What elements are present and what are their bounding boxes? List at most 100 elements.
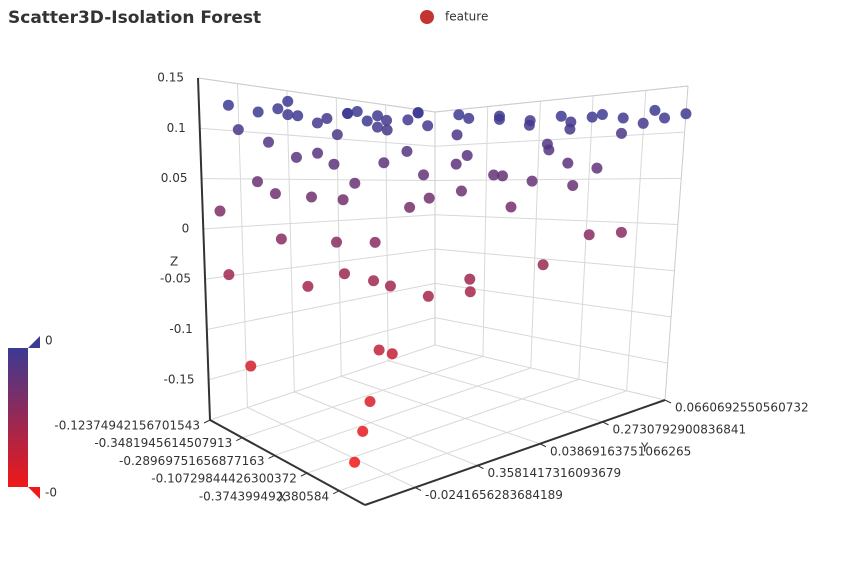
y-tick-label: -0.0241656283684189 [425,488,563,502]
grid-line [434,248,675,272]
data-point [381,124,393,136]
data-point [422,290,434,302]
data-point [361,115,373,127]
data-point [596,108,608,120]
data-point [282,95,294,107]
grid-line [203,214,436,230]
data-point [349,456,361,468]
data-point [505,201,517,213]
grid-line [206,282,436,330]
data-point [306,191,318,203]
data-point [649,104,661,116]
z-tick-label: -0.15 [164,372,195,386]
data-point [311,117,323,129]
z-tick-label: 0.15 [157,71,184,85]
data-point [378,157,390,169]
grid-line [626,90,647,391]
grid-line [201,178,436,182]
data-point [680,108,692,120]
data-point [328,158,340,170]
y-tick-label: 0.3581417316093679 [488,466,622,480]
box-edge [434,85,689,113]
data-point [404,201,416,213]
data-point [523,119,535,131]
visual-map-label: 0 [45,334,53,348]
data-point [252,106,264,118]
data-point [222,99,234,111]
x-axis-label: X [278,491,286,505]
box-edge [197,77,436,113]
data-point [464,273,476,285]
data-point [423,192,435,204]
x-axis-line [209,419,366,506]
legend-label[interactable]: feature [445,10,488,24]
data-point [351,106,363,118]
data-point [321,112,333,124]
grid-line [204,248,436,280]
data-point [451,129,463,141]
chart-title: Scatter3D-Isolation Forest [8,8,261,28]
grid-line [385,104,389,361]
data-point [371,121,383,133]
grid-line [341,375,541,445]
data-point [562,157,574,169]
grid-line [434,177,682,182]
data-point [541,138,553,150]
tick-mark [664,399,672,404]
data-point [537,259,549,271]
data-point [453,109,465,121]
data-point [461,150,473,162]
data-point [493,110,505,122]
data-point [555,110,567,122]
grid-line [209,344,436,421]
data-point [564,123,576,135]
z-tick-label: -0.1 [169,322,192,336]
data-point [342,107,354,119]
x-tick-label: -0.12374942156701543 [54,419,200,433]
y-tick-label: 0.0660692550560732 [675,401,809,415]
z-tick-label: 0 [182,221,190,235]
z-tick-label: -0.05 [160,272,191,286]
legend-marker[interactable] [420,10,434,24]
grid-line [530,101,541,368]
data-point [591,162,603,174]
x-tick-label: -0.3481945614507913 [94,436,232,450]
data-point [615,226,627,238]
y-tick-label: 0.2730792900836841 [613,422,747,436]
grid-line [294,391,478,467]
data-point [381,114,393,126]
y-axis-line [364,399,666,506]
grid-line [208,317,436,381]
grid-line [274,367,531,456]
data-point [275,233,287,245]
data-point [567,179,579,191]
data-point [272,103,284,115]
z-tick-label: 0.1 [167,121,186,135]
data-point [488,169,500,181]
visual-map-handle[interactable] [28,336,40,348]
grid-line [237,83,248,408]
grid-line [247,407,416,488]
data-point [349,177,361,189]
data-point [282,109,294,121]
y-axis-label: Y [640,441,649,455]
grid-line [434,317,668,364]
data-point [497,170,508,182]
data-point [412,107,424,119]
grid-line [434,214,678,226]
data-point [402,114,414,126]
data-point [245,360,257,372]
data-point [331,129,343,141]
data-point [401,145,413,157]
data-point [615,127,627,139]
tick-mark [203,419,211,424]
data-point [223,269,235,281]
data-point [617,112,629,124]
visual-map-handle[interactable] [28,487,40,499]
grid-line [387,360,603,423]
data-point [364,396,376,408]
data-point [337,194,349,206]
data-point [263,136,275,148]
data-point [422,120,434,132]
data-point [331,236,343,248]
